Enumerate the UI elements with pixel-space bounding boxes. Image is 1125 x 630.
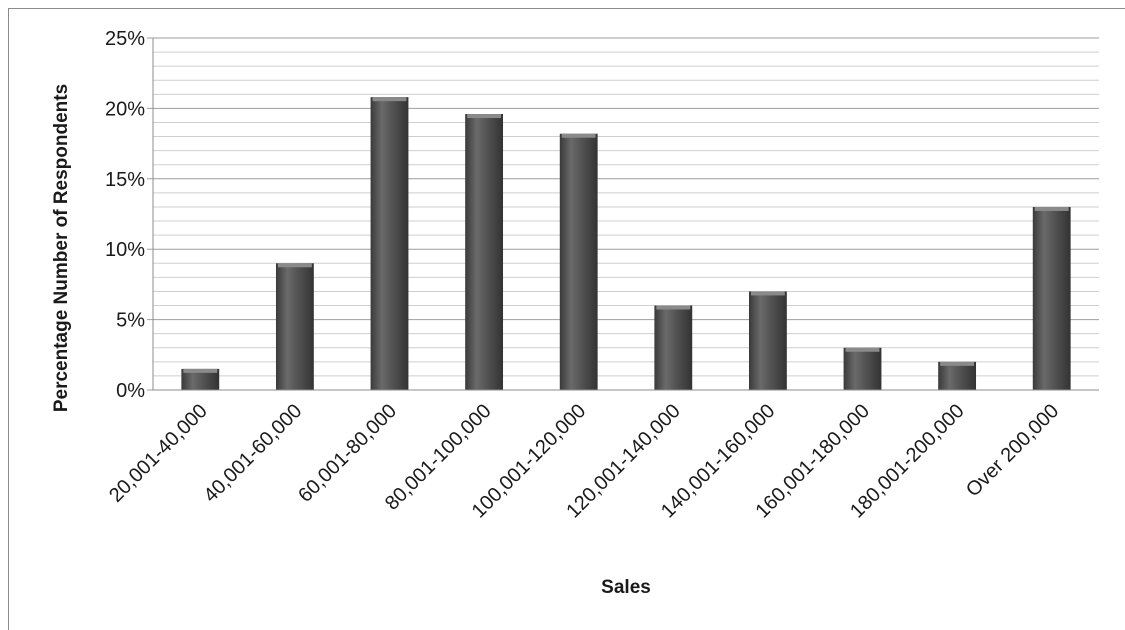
bar [843, 347, 882, 390]
bar [465, 114, 504, 391]
chart-frame [8, 8, 1125, 630]
axes: 0% 5% 10% 15% 20% 25% 20,001-40,00040,001-60,0… [105, 28, 1099, 522]
bar-top-bevel [845, 347, 880, 352]
bar-top-bevel [1034, 206, 1069, 211]
bar-top-bevel [750, 291, 785, 296]
bar [370, 97, 409, 391]
y-axis-title: Percentage Number of Respondents [51, 84, 72, 412]
bars [181, 97, 1071, 391]
bar-top-bevel [277, 263, 312, 268]
bar [275, 263, 314, 390]
y-tick-label: 20% [105, 98, 145, 120]
bar-top-bevel [372, 97, 407, 102]
x-tick-label: Over 200,000 [962, 400, 1063, 501]
x-tick-label: 40,001-60,000 [200, 400, 307, 507]
y-tick-label: 15% [105, 169, 145, 191]
y-tick-label: 10% [105, 239, 145, 261]
bar-top-bevel [940, 361, 975, 366]
y-tick-label: 5% [116, 310, 145, 332]
x-tick-label: 20,001-40,000 [105, 400, 212, 507]
y-tick-label: 25% [105, 28, 145, 50]
x-axis-title: Sales [601, 577, 651, 598]
bar-top-bevel [561, 133, 596, 138]
bar [938, 361, 977, 390]
bar [654, 305, 693, 390]
y-tick-label: 0% [116, 380, 145, 402]
bar-top-bevel [183, 368, 218, 373]
bar [559, 133, 598, 390]
x-tick-label: 60,001-80,000 [294, 400, 401, 507]
bar [1032, 206, 1071, 390]
bar [181, 368, 220, 390]
bar-top-bevel [656, 305, 691, 310]
bar-top-bevel [467, 114, 502, 119]
bar [748, 291, 787, 390]
gridlines [147, 37, 1099, 391]
